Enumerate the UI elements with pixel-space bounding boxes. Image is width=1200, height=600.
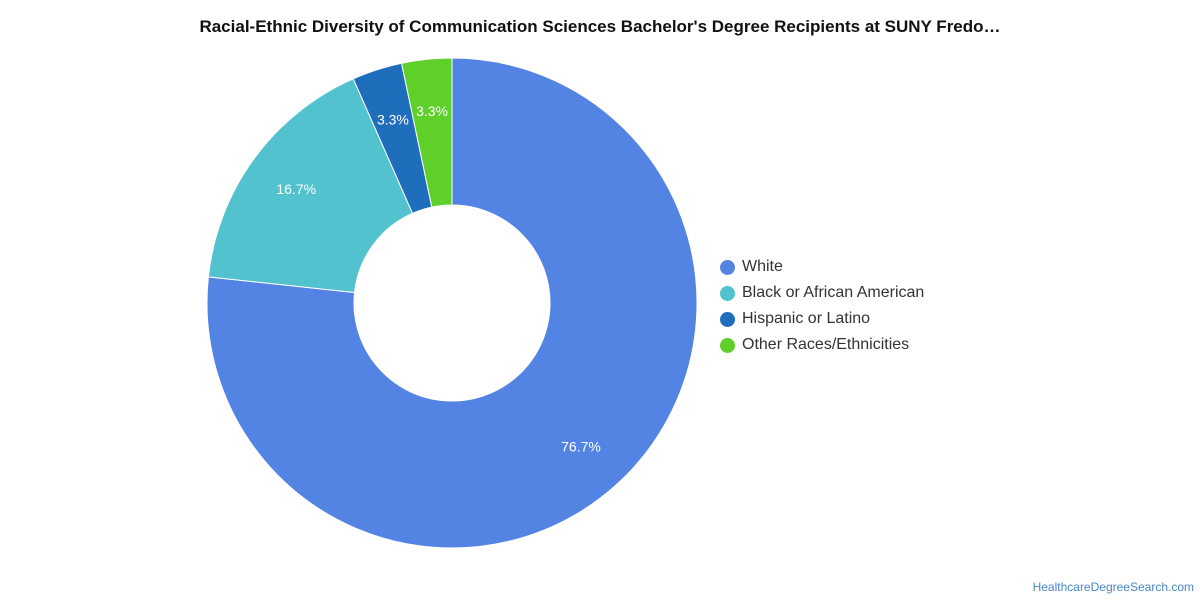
slice-value-label: 3.3% <box>377 111 409 127</box>
slice-value-label: 16.7% <box>276 181 316 197</box>
legend-label: Other Races/Ethnicities <box>742 336 910 353</box>
slice-white[interactable] <box>206 57 698 549</box>
legend-swatch <box>720 285 735 301</box>
slice-other-races-ethnicities[interactable] <box>400 57 453 208</box>
chart-legend: White Black or African American Hispanic o… <box>720 254 924 358</box>
source-credit[interactable]: HealthcareDegreeSearch.com <box>1032 580 1194 594</box>
legend-item[interactable]: Hispanic or Latino <box>720 306 924 332</box>
legend-swatch <box>720 259 735 275</box>
legend-swatch <box>720 311 735 327</box>
legend-label: Hispanic or Latino <box>742 310 871 327</box>
legend-item[interactable]: White <box>720 254 924 280</box>
legend-label: White <box>742 258 783 275</box>
chart-title: Racial-Ethnic Diversity of Communication… <box>199 17 1001 36</box>
slice-black-or-african-american[interactable] <box>207 78 414 294</box>
legend-swatch <box>720 337 735 353</box>
legend-item[interactable]: Other Races/Ethnicities <box>720 332 924 358</box>
slice-value-label: 76.7% <box>561 439 601 455</box>
legend-item[interactable]: Black or African American <box>720 280 924 306</box>
legend-label: Black or African American <box>742 284 925 301</box>
slice-value-label: 3.3% <box>416 103 448 119</box>
